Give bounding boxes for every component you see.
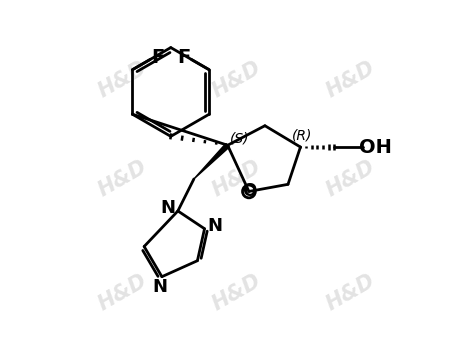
Text: H&D: H&D <box>322 58 378 101</box>
Text: H&D: H&D <box>95 271 151 315</box>
Text: H&D: H&D <box>209 271 264 315</box>
Text: OH: OH <box>359 137 392 156</box>
Text: N: N <box>207 217 222 235</box>
Text: H&D: H&D <box>209 157 264 201</box>
Polygon shape <box>194 144 229 179</box>
Text: N: N <box>153 278 167 296</box>
Text: (R): (R) <box>292 129 312 142</box>
Text: F: F <box>177 48 190 67</box>
Text: F: F <box>151 48 165 67</box>
Text: H&D: H&D <box>209 58 264 101</box>
Text: (S): (S) <box>230 131 250 145</box>
Text: N: N <box>160 199 175 217</box>
Text: H&D: H&D <box>322 157 378 201</box>
Text: H&D: H&D <box>95 58 151 101</box>
Text: H&D: H&D <box>95 157 151 201</box>
Text: O: O <box>242 183 256 200</box>
Text: H&D: H&D <box>322 271 378 315</box>
